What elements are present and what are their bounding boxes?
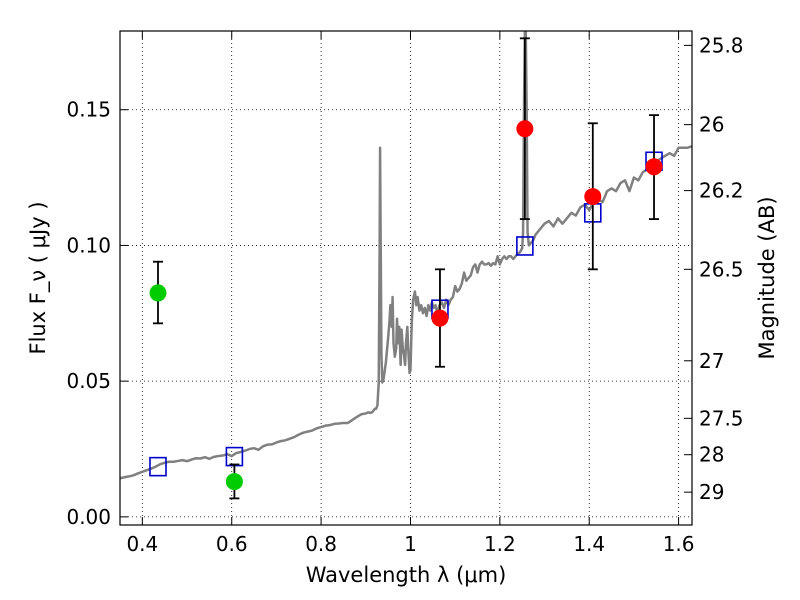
axis-ticks: 0.4 0.6 0.8 1 1.2 1.4 1.6 0.00 0.05 0.10 0.15 25.8 2… [66,31,744,556]
x-tick-label: 1.6 [663,532,695,556]
y2-tick-label: 26.5 [699,257,744,281]
y2-tick-label: 26.2 [699,179,744,203]
y2-tick-label: 25.8 [699,33,744,57]
low-sn-point [149,284,167,302]
model-square [516,236,534,256]
y-tick-label: 0.00 [66,505,111,529]
x-tick-label: 1.4 [573,532,605,556]
plot-frame [119,30,693,526]
model-square [149,456,167,477]
y2-axis-title: Magnitude (AB) [755,196,779,359]
spectrum-line [120,31,692,480]
detection-point [516,120,534,138]
y2-tick-label: 26 [699,113,724,137]
detection-point [431,309,449,327]
y-axis-title: Flux F_ν ( μJy ) [26,201,51,354]
y2-tick-label: 27 [699,349,724,373]
x-tick-label: 0.6 [216,532,248,556]
x-tick-label: 0.8 [305,532,337,556]
detection-point [584,188,602,206]
x-tick-label: 0.4 [126,532,158,556]
detection-point [645,158,663,176]
y2-tick-label: 28 [699,443,724,467]
y-tick-label: 0.15 [66,98,111,122]
y-tick-label: 0.05 [66,369,111,393]
y2-tick-label: 29 [699,480,724,504]
y2-tick-label: 27.5 [699,406,744,430]
grid-lines [120,31,692,525]
low-sn-point [225,473,243,491]
x-tick-label: 1 [404,532,417,556]
x-tick-label: 1.2 [484,532,516,556]
plot-area [120,31,692,500]
x-axis-title: Wavelength λ (μm) [306,563,507,587]
plot-background [120,31,692,525]
y-tick-label: 0.10 [66,233,111,257]
